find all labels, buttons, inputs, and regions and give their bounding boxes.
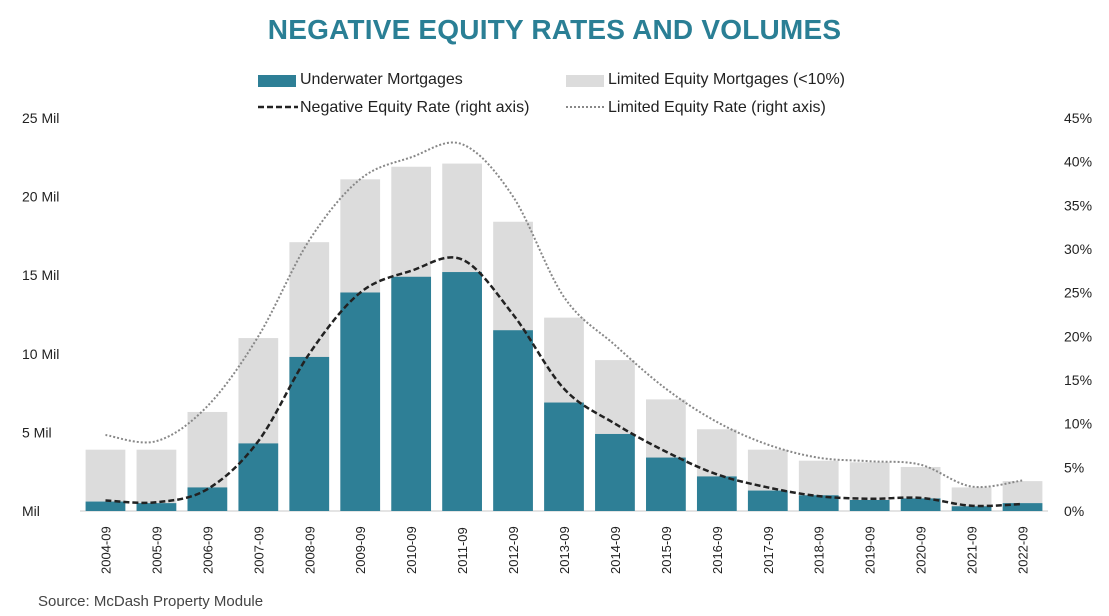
bar-underwater: [493, 330, 533, 511]
source-note: Source: McDash Property Module: [38, 593, 264, 610]
x-tick-label: 2021-09: [965, 526, 980, 574]
x-tick-label: 2007-09: [251, 526, 266, 574]
y-left-tick-label: 20 Mil: [22, 189, 59, 205]
bar-underwater: [646, 457, 686, 511]
y-right-tick-label: 15%: [1064, 372, 1092, 388]
x-tick-label: 2009-09: [353, 526, 368, 574]
x-tick-label: 2014-09: [608, 526, 623, 574]
chart-title: NEGATIVE EQUITY RATES AND VOLUMES: [267, 14, 842, 45]
bar-underwater: [187, 487, 228, 511]
legend-label-underwater: Underwater Mortgages: [300, 71, 463, 88]
x-tick-label: 2012-09: [506, 526, 521, 574]
line-limited-equity-rate: [105, 141, 1023, 489]
line-negative-equity-rate: [105, 256, 1023, 508]
x-tick-label: 2019-09: [863, 526, 878, 574]
y-right-tick-label: 10%: [1064, 416, 1092, 432]
y-right-tick-label: 45%: [1064, 110, 1092, 126]
bar-underwater: [747, 490, 788, 511]
x-tick-label: 2018-09: [812, 526, 827, 574]
bar-underwater: [85, 501, 126, 511]
legend-label-limited-rate: Limited Equity Rate (right axis): [608, 99, 826, 116]
y-left-tick-label: Mil: [22, 503, 40, 519]
bar-underwater: [289, 356, 330, 511]
y-left-tick-label: 15 Mil: [22, 267, 59, 283]
bar-underwater: [544, 402, 584, 511]
bar-underwater: [136, 503, 177, 511]
y-left-tick-label: 10 Mil: [22, 346, 59, 362]
bar-underwater: [849, 499, 890, 511]
bar-underwater: [1002, 503, 1043, 511]
legend-label-limited-equity: Limited Equity Mortgages (<10%): [608, 71, 845, 88]
y-right-tick-label: 35%: [1064, 197, 1092, 213]
y-right-tick-label: 40%: [1064, 154, 1092, 170]
legend-swatch-negative-rate: [258, 105, 298, 109]
y-left-tick-label: 25 Mil: [22, 110, 59, 126]
bar-underwater: [391, 276, 432, 511]
x-tick-label: 2017-09: [761, 526, 776, 574]
x-tick-label: 2022-09: [1016, 526, 1031, 574]
bar-underwater: [442, 272, 482, 511]
x-tick-label: 2011-09: [455, 527, 470, 574]
legend-swatch-limited-equity: [566, 75, 604, 87]
x-tick-label: 2010-09: [404, 526, 419, 574]
y-right-tick-label: 20%: [1064, 328, 1092, 344]
bar-underwater: [951, 506, 992, 511]
x-tick-label: 2008-09: [302, 526, 317, 574]
x-tick-label: 2013-09: [557, 526, 572, 574]
y-right-tick-label: 5%: [1064, 459, 1084, 475]
y-right-tick-label: 0%: [1064, 503, 1084, 519]
bar-underwater: [595, 433, 635, 511]
x-tick-label: 2005-09: [149, 526, 164, 574]
x-tick-label: 2004-09: [98, 526, 113, 574]
y-right-tick-label: 30%: [1064, 241, 1092, 257]
legend-label-negative-rate: Negative Equity Rate (right axis): [300, 99, 530, 116]
y-left-tick-label: 5 Mil: [22, 424, 52, 440]
bar-underwater: [900, 498, 941, 511]
bar-underwater: [340, 292, 381, 511]
x-tick-label: 2006-09: [200, 526, 215, 574]
bar-underwater: [238, 443, 279, 511]
x-tick-label: 2016-09: [710, 526, 725, 574]
y-right-tick-label: 25%: [1064, 285, 1092, 301]
x-tick-label: 2020-09: [914, 526, 929, 574]
bar-underwater: [696, 476, 737, 511]
legend-swatch-limited-rate: [566, 106, 606, 108]
legend-swatch-underwater: [258, 75, 296, 87]
bar-underwater: [798, 495, 839, 511]
x-tick-label: 2015-09: [659, 526, 674, 574]
